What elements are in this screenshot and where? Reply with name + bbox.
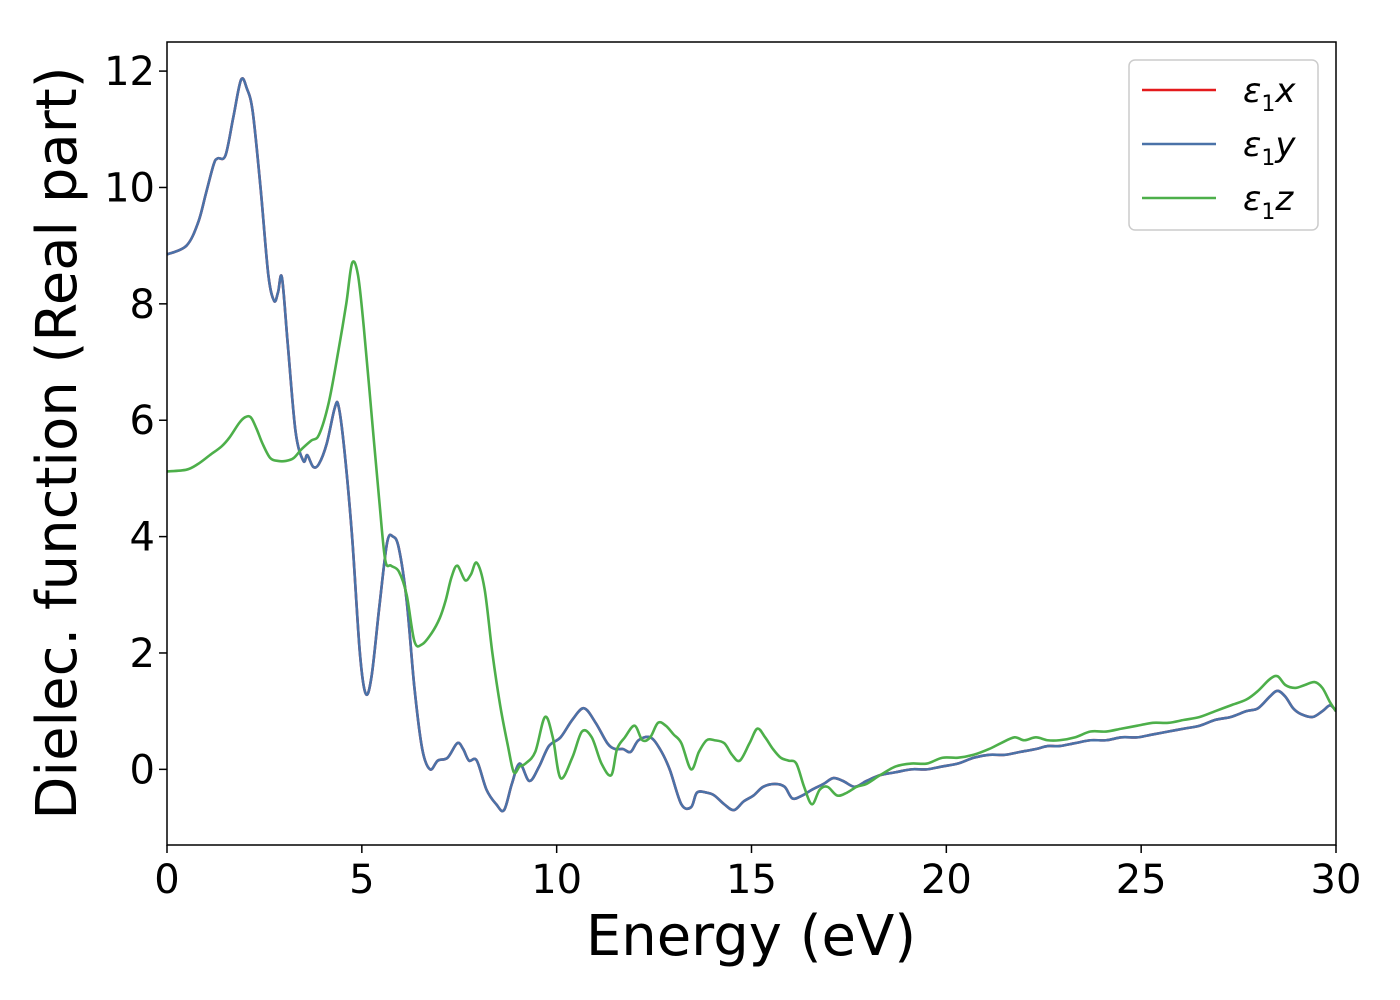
series-line-z	[167, 260, 1336, 806]
x-tick-label: 25	[1116, 857, 1167, 903]
x-axis-title: Energy (eV)	[586, 904, 916, 969]
y-tick-label: 12	[104, 49, 155, 95]
legend-label-y: ε1y	[1243, 125, 1296, 171]
x-tick-label: 30	[1311, 857, 1362, 903]
y-axis-title: Dielec. function (Real part)	[25, 66, 90, 819]
x-axis-ticks: 0 5 10 15 20 25 30	[154, 845, 1361, 903]
x-tick-label: 15	[726, 857, 777, 903]
legend-label-z: ε1z	[1243, 179, 1294, 225]
x-tick-label: 5	[349, 857, 374, 903]
legend: ε1x ε1y ε1z	[1128, 59, 1319, 231]
y-tick-label: 8	[130, 282, 155, 328]
x-tick-label: 10	[531, 857, 582, 903]
legend-label-x: ε1x	[1243, 71, 1296, 117]
y-tick-label: 10	[104, 165, 155, 211]
y-axis-ticks: 0 2 4 6 8 10 12	[104, 49, 167, 793]
y-tick-label: 0	[130, 747, 155, 793]
series-line-y	[167, 77, 1336, 813]
series-layer	[167, 77, 1336, 813]
legend-box	[1128, 59, 1319, 231]
x-tick-label: 20	[921, 857, 972, 903]
y-tick-label: 4	[130, 515, 155, 561]
y-tick-label: 2	[130, 631, 155, 677]
y-tick-label: 6	[130, 398, 155, 444]
x-tick-label: 0	[154, 857, 179, 903]
